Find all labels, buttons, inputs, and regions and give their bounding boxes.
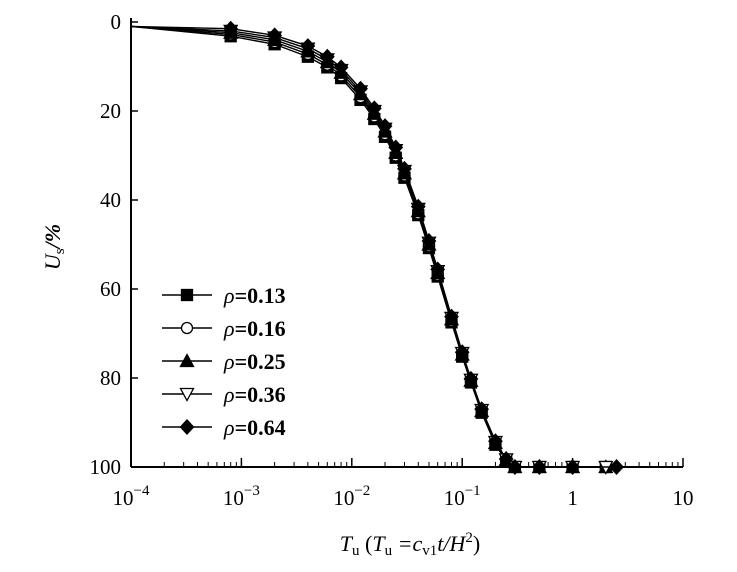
y-axis-label: Us/%	[40, 224, 68, 270]
x-axis: 10−4 10−3 10−2 10−1 1 10	[113, 458, 694, 510]
data-point	[353, 80, 368, 97]
data-point	[454, 344, 470, 361]
x-tick-label: 10−4	[113, 483, 150, 510]
x-tick-label: 1	[567, 486, 578, 510]
data-point	[474, 401, 490, 418]
data-point	[507, 459, 523, 475]
x-tick-label: 10−1	[444, 483, 481, 510]
data-point	[397, 160, 412, 177]
series-line	[130, 25, 606, 468]
y-tick-label: 20	[100, 99, 121, 123]
legend-marker	[179, 387, 195, 402]
series-line	[130, 25, 606, 468]
series-0	[130, 25, 612, 474]
data-point	[609, 459, 624, 475]
y-axis: 0 20 40 60 80 100	[90, 10, 138, 479]
data-point	[223, 20, 239, 37]
data-point	[531, 459, 547, 475]
y-tick-label: 60	[100, 277, 121, 301]
y-tick-label: 80	[100, 366, 121, 390]
legend-marker	[180, 288, 194, 302]
data-point	[565, 459, 580, 475]
legend-label: ρ=0.16	[223, 316, 286, 341]
y-tick-label: 100	[90, 455, 122, 479]
data-point	[333, 59, 349, 76]
x-tick-label: 10−2	[333, 483, 370, 510]
data-point	[488, 433, 503, 450]
data-point	[410, 198, 426, 215]
legend-label: ρ=0.25	[223, 349, 286, 374]
series-line	[130, 25, 606, 468]
data-point	[300, 38, 316, 54]
data-point	[377, 118, 393, 135]
legend-marker	[179, 419, 195, 435]
data-point	[366, 100, 382, 117]
legend: ρ=0.13 ρ=0.16 ρ=0.25 ρ=0.36 ρ=0.64	[162, 283, 286, 440]
legend-item: ρ=0.25	[162, 349, 286, 374]
y-tick-label: 40	[100, 188, 121, 212]
data-point	[463, 370, 479, 387]
legend-item: ρ=0.13	[162, 283, 286, 308]
x-tick-label: 10−3	[223, 483, 260, 510]
series-2	[130, 24, 614, 474]
legend-item: ρ=0.36	[162, 382, 286, 407]
x-axis-label: Tu (Tu =cv1t/H2)	[340, 530, 480, 559]
data-point	[319, 48, 335, 65]
legend-label: ρ=0.36	[223, 382, 286, 407]
data-point	[267, 27, 283, 44]
legend-marker	[180, 321, 194, 335]
legend-item: ρ=0.64	[162, 415, 286, 440]
plot-area	[130, 18, 683, 468]
series-3	[130, 24, 614, 475]
data-point	[430, 261, 446, 278]
legend-label: ρ=0.64	[223, 415, 286, 440]
series-4	[130, 20, 624, 475]
data-point	[444, 308, 459, 325]
legend-item: ρ=0.16	[162, 316, 286, 341]
series-layer	[130, 20, 624, 475]
legend-label: ρ=0.13	[223, 283, 286, 308]
legend-marker	[179, 353, 195, 368]
data-point	[388, 139, 404, 156]
series-1	[130, 25, 612, 474]
series-line	[130, 25, 606, 468]
x-tick-label: 10	[673, 486, 694, 510]
data-point	[498, 451, 514, 467]
y-tick-label: 0	[111, 10, 122, 34]
series-line	[130, 25, 617, 468]
data-point	[421, 232, 437, 249]
